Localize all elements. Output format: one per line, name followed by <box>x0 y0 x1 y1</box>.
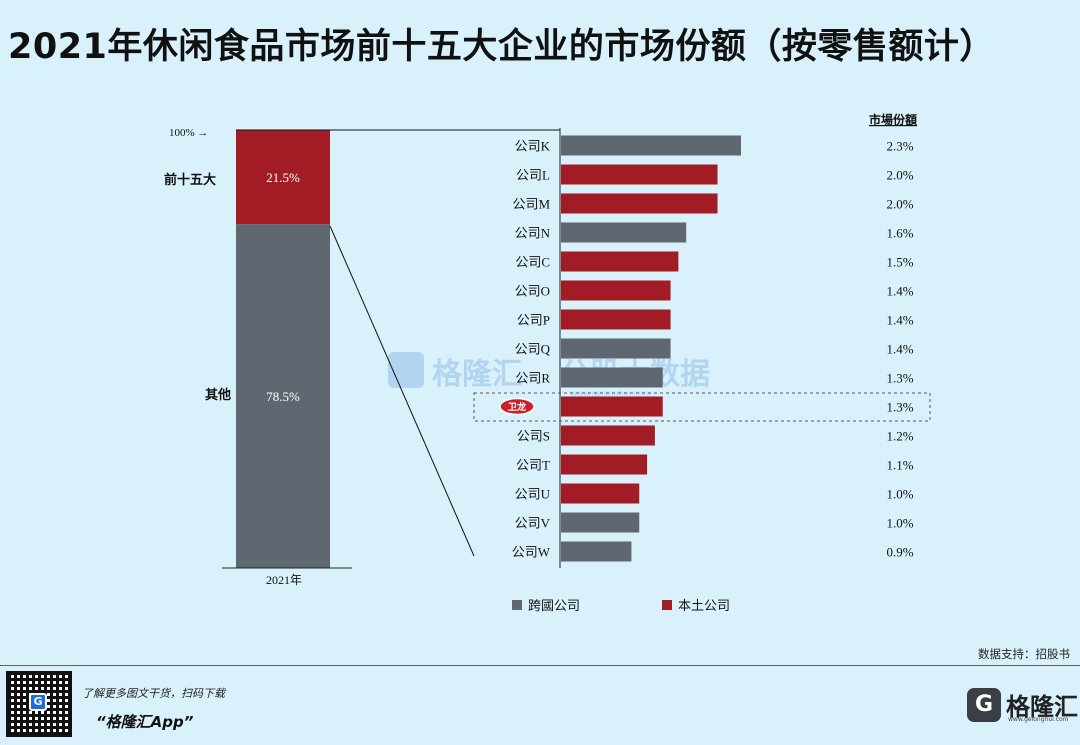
value-label-7: 1.4% <box>886 313 913 328</box>
qr-logo-icon: G <box>29 693 47 711</box>
category-label-14: 公司V <box>515 516 551 531</box>
category-label-6: 公司O <box>515 284 550 299</box>
bar-5 <box>561 251 679 272</box>
bar-11 <box>561 425 655 446</box>
watermark-logo-icon <box>388 352 424 388</box>
brand-url: www.gelonghui.com <box>1008 716 1069 723</box>
category-label-9: 公司R <box>515 371 550 386</box>
share-header: 市場份額 <box>869 112 917 127</box>
category-label-5: 公司C <box>515 255 550 270</box>
bar-2 <box>561 164 718 185</box>
bar-14 <box>561 512 640 533</box>
value-label-3: 2.0% <box>886 197 913 212</box>
category-label-15: 公司W <box>512 545 551 560</box>
category-label-11: 公司S <box>517 429 550 444</box>
legend-swatch-multinational <box>512 600 522 610</box>
bar-7 <box>561 309 671 330</box>
highlight-logo-text: 卫龙 <box>508 401 526 413</box>
category-label-1: 公司K <box>515 139 551 154</box>
category-label-4: 公司N <box>515 226 551 241</box>
value-label-14: 1.0% <box>886 516 913 531</box>
bar-3 <box>561 193 718 214</box>
category-label-8: 公司Q <box>515 342 551 357</box>
value-label-15: 0.9% <box>886 545 913 560</box>
value-label-13: 1.0% <box>886 487 913 502</box>
category-label-3: 公司M <box>512 197 550 212</box>
bar-6 <box>561 280 671 301</box>
category-label-12: 公司T <box>516 458 550 473</box>
stacked-segment-top-fifteen <box>236 130 330 225</box>
bar-13 <box>561 483 640 504</box>
legend: 跨國公司 本土公司 <box>512 598 730 613</box>
value-label-4: 1.6% <box>886 226 913 241</box>
bar-10 <box>561 396 663 417</box>
promo-app-name: “格隆汇App” <box>96 713 194 731</box>
chart-title: 2021年休闲食品市场前十五大企业的市场份额（按零售额计） <box>8 27 995 67</box>
value-label-10: 1.3% <box>886 400 913 415</box>
stacked-segment-top-name: 前十五大 <box>164 172 216 187</box>
value-label-6: 1.4% <box>886 284 913 299</box>
bar-1 <box>561 135 741 156</box>
footer-divider <box>0 665 1080 666</box>
stacked-segment-others <box>236 224 330 569</box>
connector-bottom-line <box>329 225 475 557</box>
source-note: 数据支持：招股书 <box>978 647 1070 661</box>
bar-8 <box>561 338 671 359</box>
brand-logo-icon: G <box>967 688 1001 722</box>
watermark-brand: 格隆汇 <box>432 357 522 392</box>
value-label-2: 2.0% <box>886 168 913 183</box>
legend-label-multinational: 跨國公司 <box>528 598 580 613</box>
value-label-1: 2.3% <box>886 139 913 154</box>
brand-logo-icon <box>499 397 535 416</box>
stacked-bar: 21.5% 78.5% 前十五大 其他 100% → 2021年 <box>164 127 352 587</box>
watermark-url: www.gelonghui.com <box>570 389 651 398</box>
company-bar-chart: 市場份額 公司K 2.3% 公司L 2.0% 公司M 2.0% 公司N 1.6% 公司C 1.5%… <box>473 112 931 568</box>
category-label-13: 公司U <box>515 487 551 502</box>
stacked-segment-top-label: 21.5% <box>266 170 300 185</box>
bar-4 <box>561 222 687 243</box>
bar-9 <box>561 367 663 388</box>
bar-12 <box>561 454 648 475</box>
bar-15 <box>561 541 632 562</box>
legend-label-domestic: 本土公司 <box>678 598 730 613</box>
category-label-7: 公司P <box>517 313 550 328</box>
stacked-top-marker: 100% → <box>169 127 208 139</box>
legend-swatch-domestic <box>662 600 672 610</box>
value-label-8: 1.4% <box>886 342 913 357</box>
stacked-category-label: 2021年 <box>266 573 302 587</box>
promo-line: 了解更多图文干货，扫码下载 <box>82 687 225 700</box>
stacked-segment-others-label: 78.5% <box>266 389 300 404</box>
value-label-5: 1.5% <box>886 255 913 270</box>
highlight-box <box>473 392 931 422</box>
stacked-segment-others-name: 其他 <box>205 387 231 402</box>
value-label-11: 1.2% <box>886 429 913 444</box>
category-label-2: 公司L <box>516 168 550 183</box>
brand-name: 格隆汇 <box>1006 693 1078 721</box>
value-label-9: 1.3% <box>886 371 913 386</box>
value-label-12: 1.1% <box>886 458 913 473</box>
